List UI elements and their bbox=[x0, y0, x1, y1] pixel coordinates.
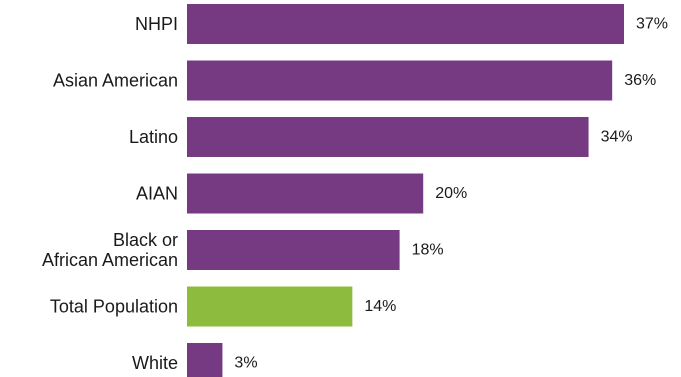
category-label-asian-american: Asian American bbox=[53, 71, 178, 91]
bar-nhpi bbox=[187, 4, 624, 44]
value-label-black-or-african-american: 18% bbox=[412, 242, 444, 259]
bar-asian-american bbox=[187, 60, 613, 101]
value-label-asian-american: 36% bbox=[624, 72, 656, 89]
category-label-white: White bbox=[132, 353, 178, 373]
bar-white bbox=[187, 343, 223, 377]
value-label-latino: 34% bbox=[601, 129, 633, 146]
category-label-total-population: Total Population bbox=[50, 297, 178, 317]
category-label-aian: AIAN bbox=[136, 184, 178, 204]
bar-black-or-african-american bbox=[187, 230, 400, 270]
category-label-nhpi: NHPI bbox=[135, 14, 178, 34]
bar-latino bbox=[187, 117, 589, 157]
value-label-total-population: 14% bbox=[364, 298, 396, 315]
value-label-aian: 20% bbox=[435, 185, 467, 202]
bar-total-population bbox=[187, 286, 353, 327]
category-label-latino: Latino bbox=[129, 127, 178, 147]
bar-aian bbox=[187, 173, 424, 214]
value-label-white: 3% bbox=[234, 355, 257, 372]
value-label-nhpi: 37% bbox=[636, 16, 668, 33]
category-label-black-or-african-american: Black or African American bbox=[42, 230, 178, 270]
